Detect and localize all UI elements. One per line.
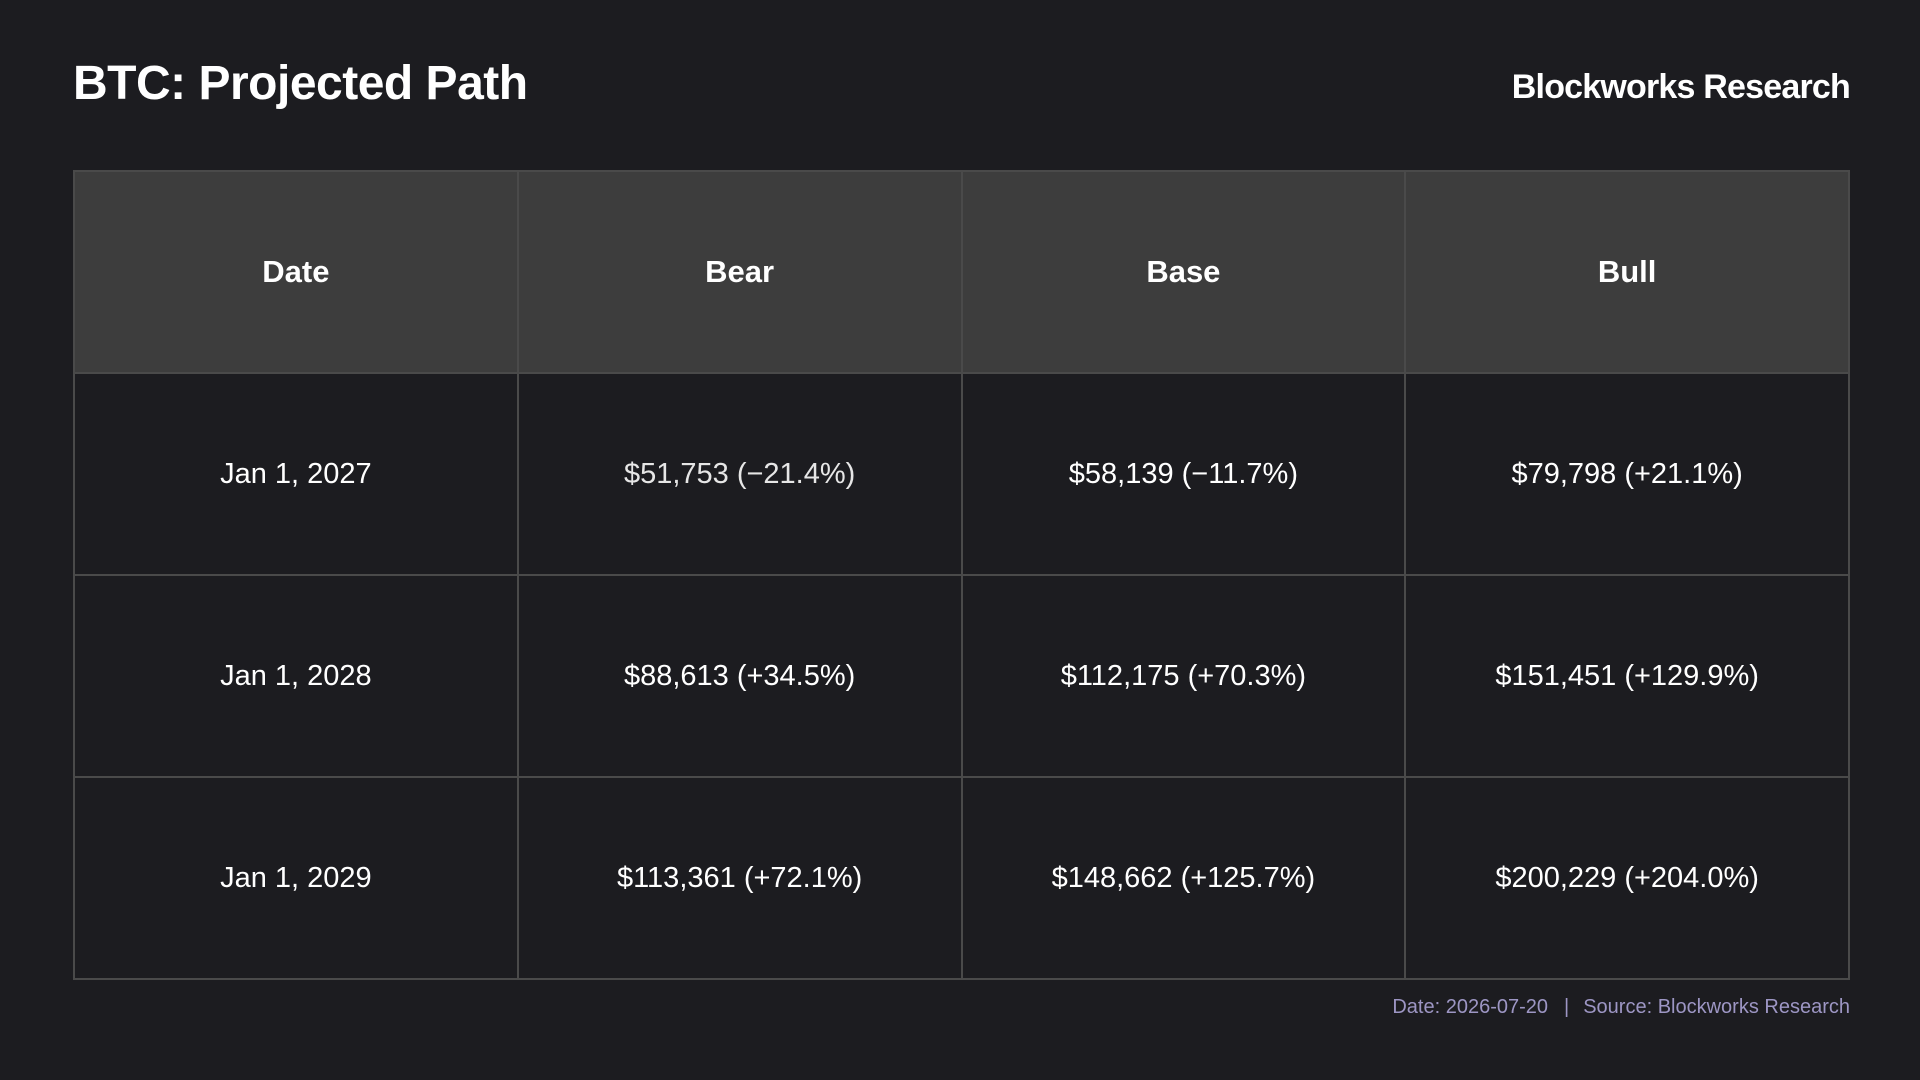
table-row: Jan 1, 2028 $88,613 (+34.5%) $112,175 (+… — [73, 574, 1850, 778]
cell-bull: $151,451 (+129.9%) — [1404, 574, 1850, 778]
table-row: Jan 1, 2027 $51,753 (−21.4%) $58,139 (−1… — [73, 372, 1850, 576]
column-header-date: Date — [73, 170, 519, 374]
page-title: BTC: Projected Path — [73, 57, 528, 110]
cell-date: Jan 1, 2028 — [73, 574, 519, 778]
projection-table: Date Bear Base Bull Jan 1, 2027 $51,753 … — [73, 170, 1850, 980]
cell-date: Jan 1, 2027 — [73, 372, 519, 576]
cell-base: $58,139 (−11.7%) — [960, 372, 1407, 576]
footer-source: Source: Blockworks Research — [1583, 996, 1850, 1018]
cell-bear: $88,613 (+34.5%) — [516, 574, 963, 778]
footer-caption: Date: 2026-07-20 | Source: Blockworks Rese… — [1392, 994, 1850, 1020]
footer-date: Date: 2026-07-20 — [1392, 996, 1549, 1018]
brand-logo-text: Blockworks Research — [1511, 68, 1851, 106]
column-header-bull: Bull — [1404, 170, 1850, 374]
table-row: Jan 1, 2029 $113,361 (+72.1%) $148,662 (… — [73, 776, 1850, 980]
cell-bear: $113,361 (+72.1%) — [516, 776, 963, 980]
footer-separator: | — [1564, 996, 1570, 1018]
projection-table-container: Date Bear Base Bull Jan 1, 2027 $51,753 … — [73, 170, 1850, 980]
cell-bull: $200,229 (+204.0%) — [1404, 776, 1850, 980]
table-header-row: Date Bear Base Bull — [73, 170, 1850, 374]
column-header-base: Base — [960, 170, 1407, 374]
cell-bear: $51,753 (−21.4%) — [516, 372, 963, 576]
column-header-bear: Bear — [516, 170, 963, 374]
cell-bull: $79,798 (+21.1%) — [1404, 372, 1850, 576]
cell-base: $112,175 (+70.3%) — [960, 574, 1407, 778]
cell-date: Jan 1, 2029 — [73, 776, 519, 980]
cell-base: $148,662 (+125.7%) — [960, 776, 1407, 980]
